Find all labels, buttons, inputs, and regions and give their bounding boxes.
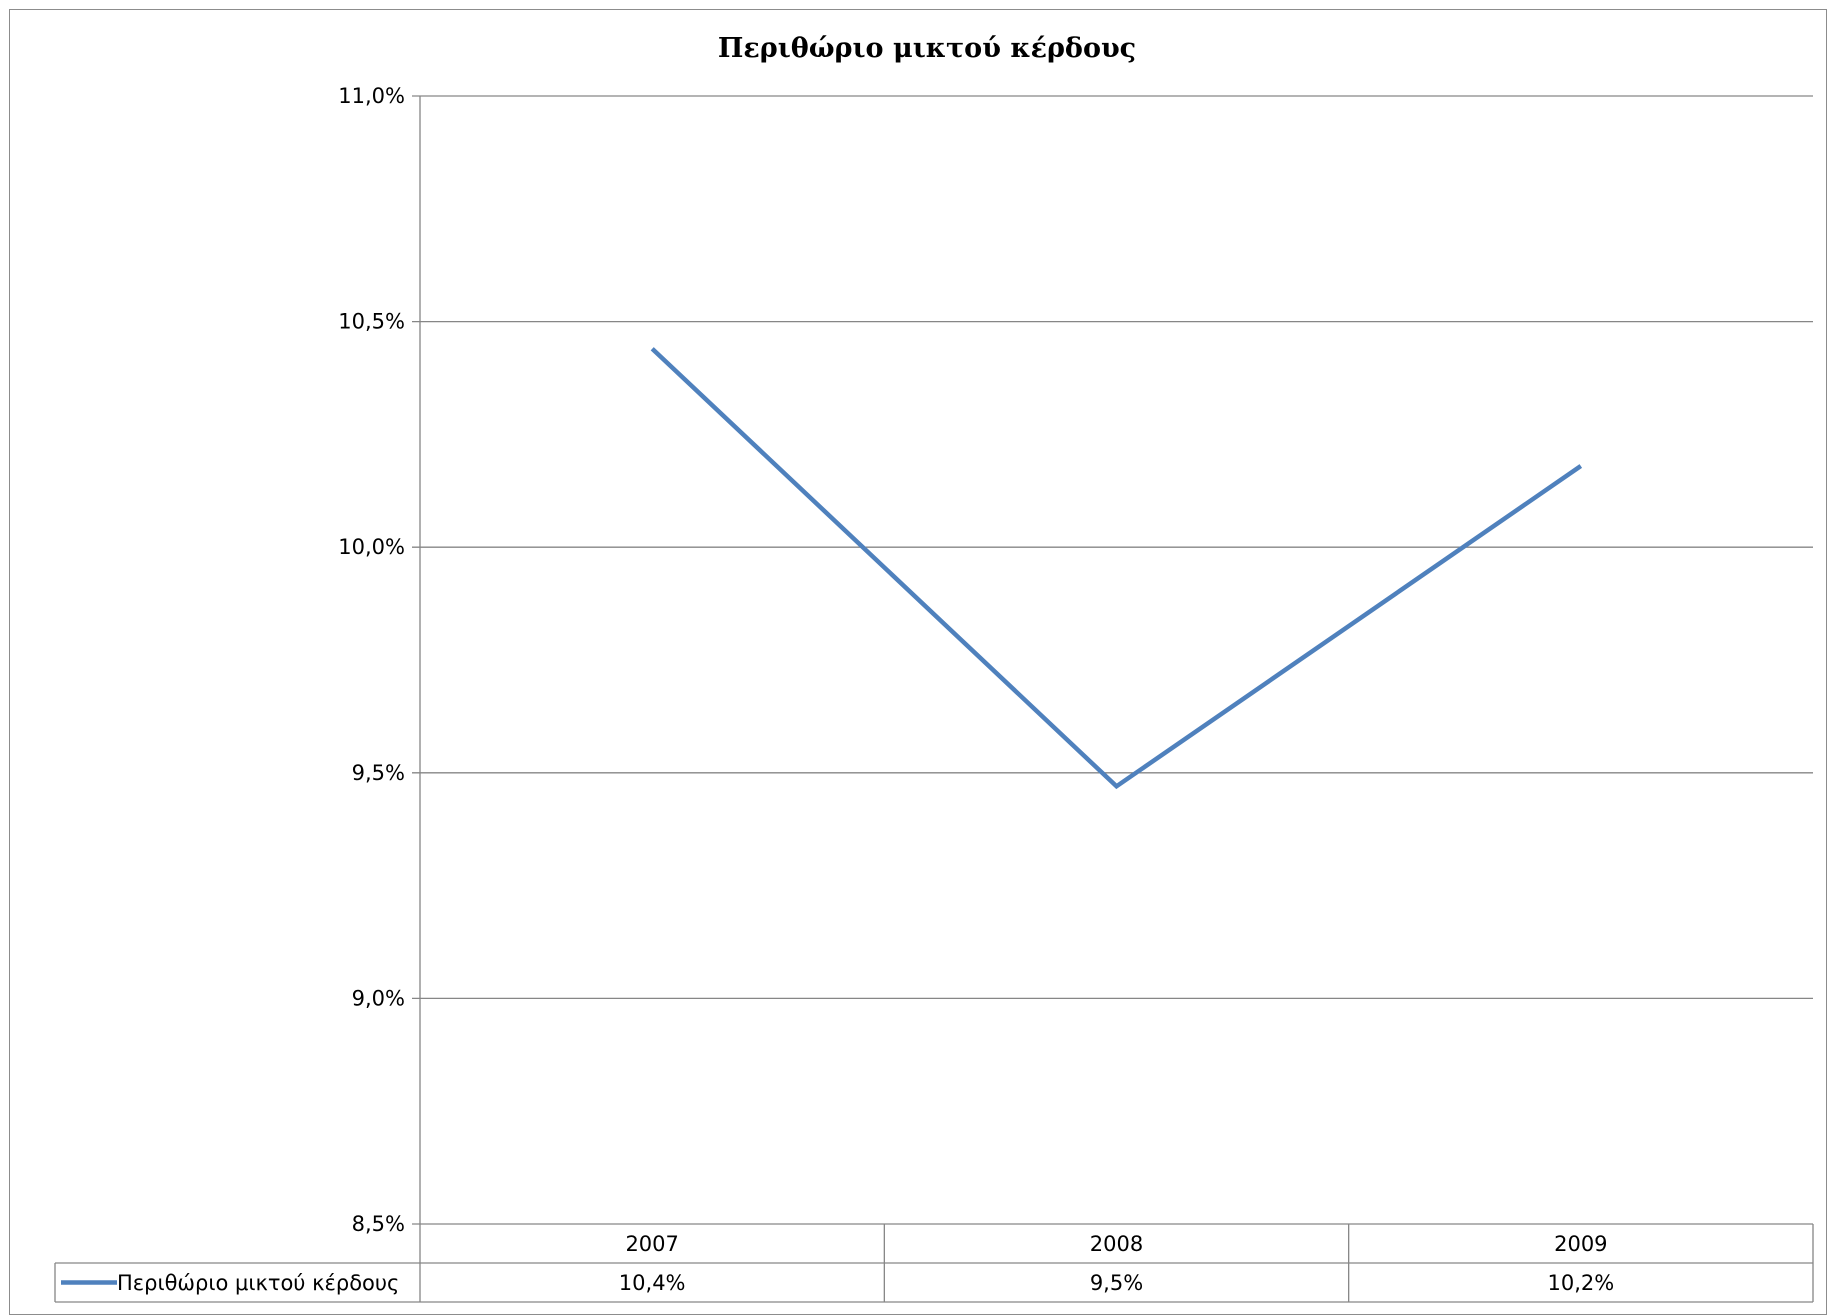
- y-tick-label: 11,0%: [338, 84, 405, 108]
- gridlines: [412, 95, 1813, 1225]
- y-tick-label: 9,0%: [352, 986, 405, 1010]
- legend-label: Περιθώριο μικτού κέρδους: [117, 1271, 399, 1295]
- chart-title: Περιθώριο μικτού κέρδους: [718, 33, 1136, 64]
- y-tick-label: 10,5%: [338, 310, 405, 334]
- data-label: 10,2%: [1547, 1271, 1614, 1295]
- data-table: 2007 2008 2009 10,4% 9,5% 10,2% Περιθώριο μικτ…: [54, 1224, 1814, 1303]
- y-tick-label: 10,0%: [338, 535, 405, 559]
- x-tick-label: 2009: [1554, 1232, 1607, 1256]
- chart-frame: [9, 9, 1827, 1315]
- x-tick-label: 2008: [1090, 1232, 1143, 1256]
- series-layer: [650, 347, 1583, 790]
- x-tick-label: 2007: [625, 1232, 678, 1256]
- data-label: 10,4%: [619, 1271, 686, 1295]
- series-line: [650, 347, 1583, 790]
- y-tick-label: 9,5%: [352, 761, 405, 785]
- data-label: 9,5%: [1090, 1271, 1143, 1295]
- y-axis-ticks: 8,5% 9,0% 9,5% 10,0% 10,5% 11,0%: [338, 84, 405, 1236]
- y-tick-label: 8,5%: [352, 1212, 405, 1236]
